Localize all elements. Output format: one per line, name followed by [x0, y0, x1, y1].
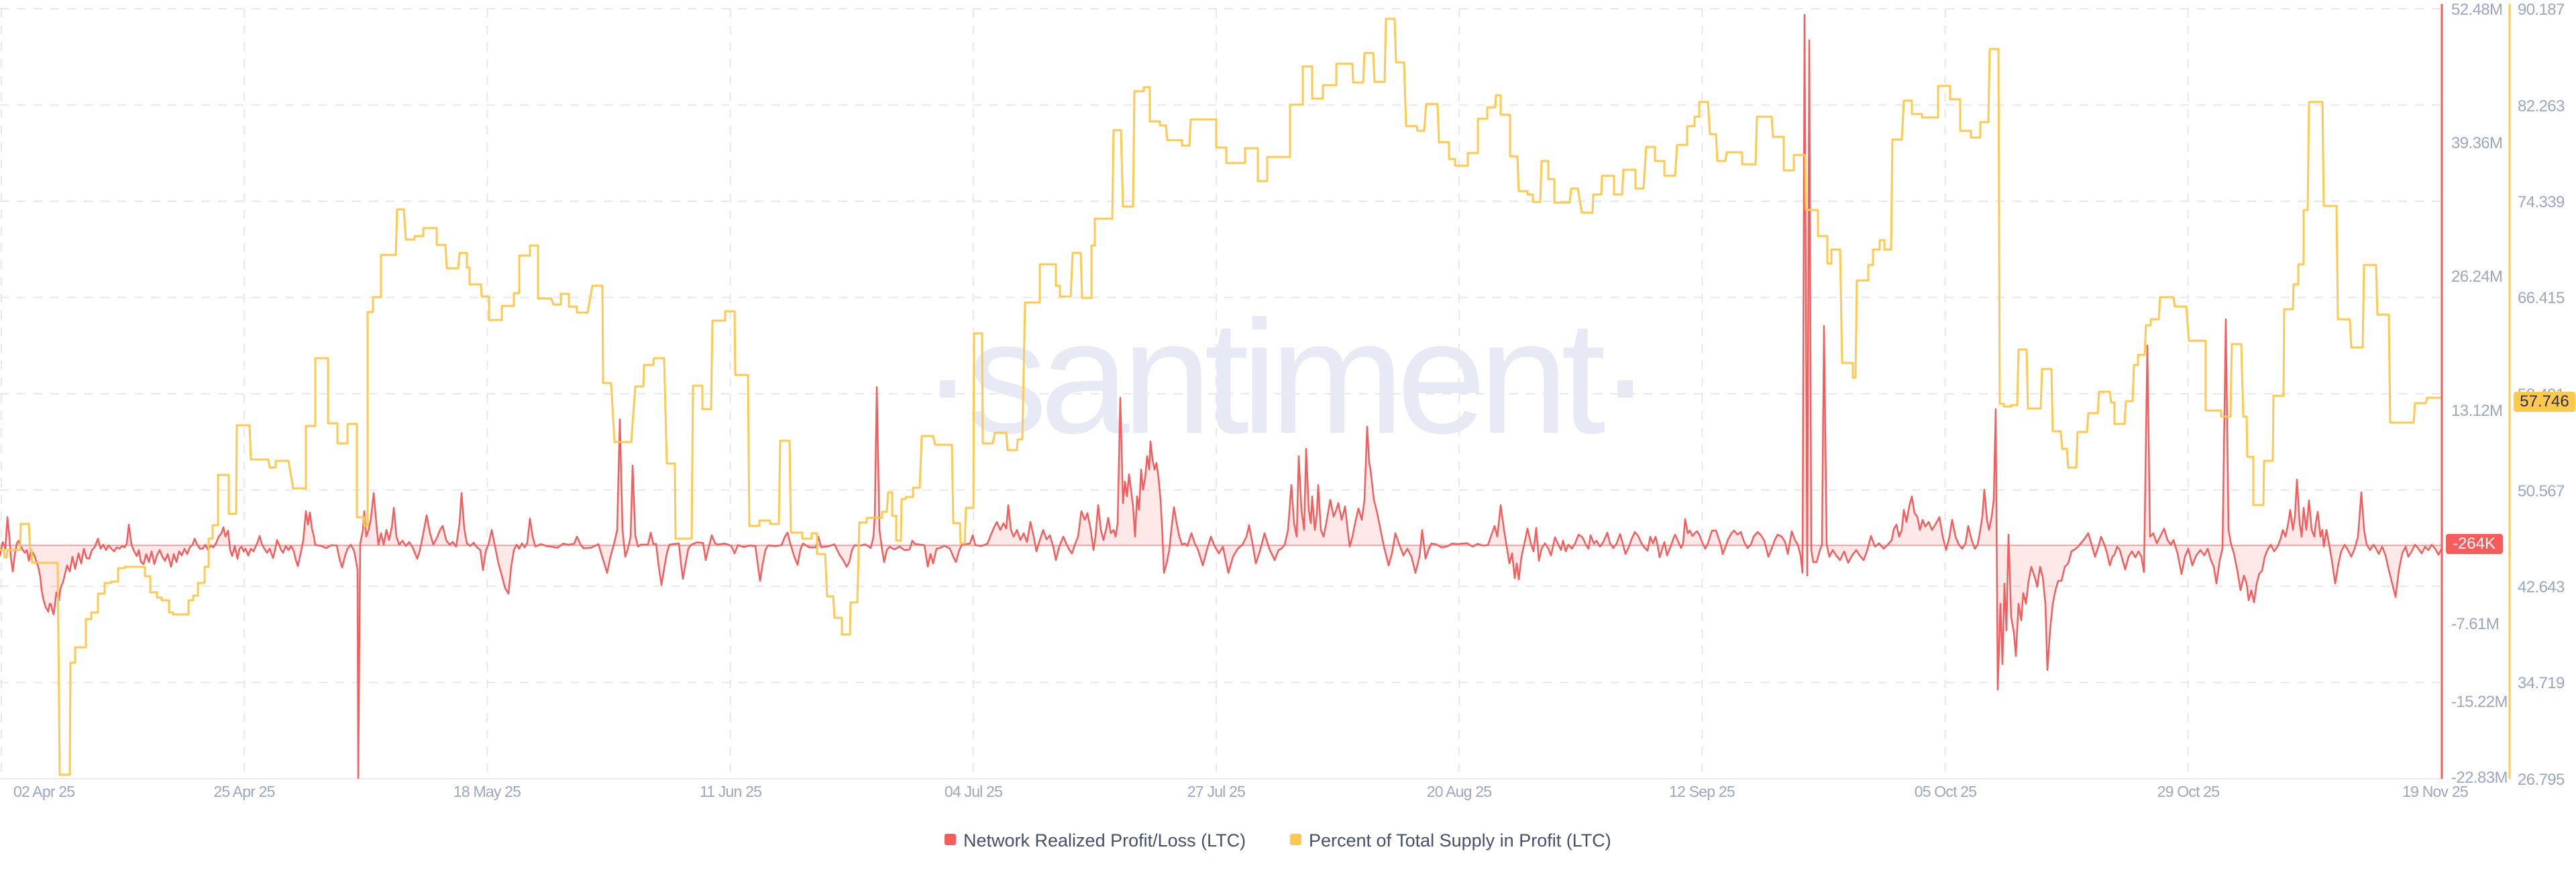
svg-text:74.339: 74.339: [2518, 193, 2565, 211]
svg-text:05 Oct 25: 05 Oct 25: [1915, 783, 1977, 800]
svg-text:25 Apr 25: 25 Apr 25: [213, 783, 274, 800]
svg-text:19 Nov 25: 19 Nov 25: [2402, 783, 2468, 800]
svg-text:-15.22M: -15.22M: [2451, 693, 2508, 711]
svg-text:29 Oct 25: 29 Oct 25: [2157, 783, 2220, 800]
svg-text:11 Jun 25: 11 Jun 25: [700, 783, 761, 800]
svg-text:50.567: 50.567: [2518, 482, 2565, 500]
svg-text:Percent of Total Supply in Pro: Percent of Total Supply in Profit (LTC): [1309, 830, 1611, 851]
svg-text:42.643: 42.643: [2518, 578, 2565, 596]
svg-text:27 Jul 25: 27 Jul 25: [1187, 783, 1245, 800]
svg-text:34.719: 34.719: [2518, 674, 2565, 692]
svg-text:02 Apr 25: 02 Apr 25: [13, 783, 74, 800]
svg-text:-264K: -264K: [2453, 535, 2496, 553]
svg-text:26.795: 26.795: [2518, 771, 2565, 789]
svg-text:66.415: 66.415: [2518, 289, 2565, 307]
svg-text:-7.61M: -7.61M: [2451, 615, 2499, 633]
svg-text:Network Realized Profit/Loss (: Network Realized Profit/Loss (LTC): [963, 830, 1246, 851]
svg-text:12 Sep 25: 12 Sep 25: [1669, 783, 1735, 800]
svg-text:-22.83M: -22.83M: [2451, 769, 2508, 787]
svg-text:52.48M: 52.48M: [2451, 1, 2502, 19]
svg-text:26.24M: 26.24M: [2451, 268, 2502, 286]
svg-text:04 Jul 25: 04 Jul 25: [945, 783, 1002, 800]
svg-text:90.187: 90.187: [2518, 1, 2565, 19]
svg-text:57.746: 57.746: [2520, 392, 2569, 411]
svg-text:82.263: 82.263: [2518, 97, 2565, 115]
svg-text:20 Aug 25: 20 Aug 25: [1427, 783, 1491, 800]
svg-text:·santiment·: ·santiment·: [920, 287, 1644, 467]
svg-text:13.12M: 13.12M: [2451, 402, 2502, 420]
svg-text:39.36M: 39.36M: [2451, 134, 2502, 152]
svg-text:18 May 25: 18 May 25: [453, 783, 521, 800]
